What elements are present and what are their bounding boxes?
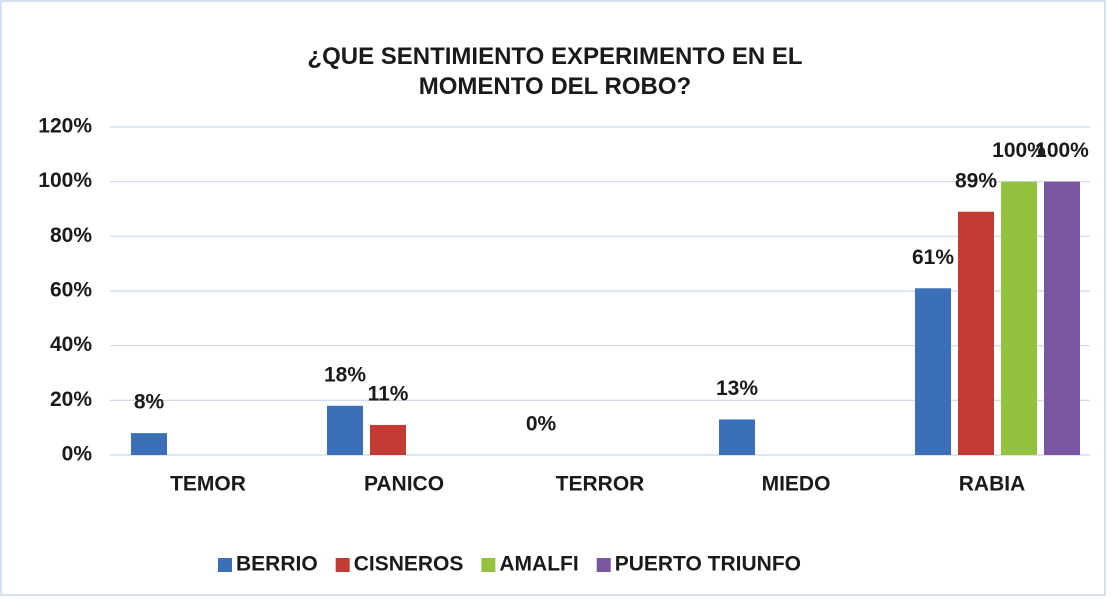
y-tick-label: 40% bbox=[50, 333, 92, 356]
x-tick-label: RABIA bbox=[959, 473, 1026, 496]
data-label: 8% bbox=[134, 391, 165, 414]
y-tick-label: 20% bbox=[50, 388, 92, 411]
bar bbox=[327, 405, 363, 455]
legend-swatch bbox=[335, 558, 350, 572]
data-label: 13% bbox=[716, 377, 758, 400]
legend-swatch bbox=[596, 558, 611, 572]
bar bbox=[719, 419, 755, 455]
legend-label: PUERTO TRIUNFO bbox=[615, 553, 801, 576]
legend-label: AMALFI bbox=[499, 553, 578, 576]
x-tick-label: TERROR bbox=[556, 473, 645, 496]
legend-label: CISNEROS bbox=[354, 553, 464, 576]
y-tick-label: 0% bbox=[62, 443, 93, 466]
x-tick-label: PANICO bbox=[364, 473, 444, 496]
legend-label: BERRIO bbox=[236, 553, 318, 576]
bar bbox=[958, 211, 994, 455]
legend-swatch bbox=[481, 558, 496, 572]
legend-swatch bbox=[218, 558, 232, 572]
bar bbox=[370, 424, 406, 455]
bar bbox=[1001, 181, 1037, 455]
chart-title: ¿QUE SENTIMIENTO EXPERIMENTO EN EL MOMEN… bbox=[307, 43, 803, 100]
data-label: 100% bbox=[992, 139, 1046, 162]
data-label: 0% bbox=[526, 413, 557, 436]
data-label: 100% bbox=[1035, 139, 1089, 162]
data-label: 18% bbox=[324, 363, 366, 386]
y-tick-label: 80% bbox=[50, 224, 92, 247]
data-label: 89% bbox=[955, 169, 997, 192]
bar bbox=[1044, 181, 1080, 455]
x-tick-label: TEMOR bbox=[170, 473, 246, 496]
bar bbox=[131, 433, 167, 455]
y-tick-label: 60% bbox=[50, 279, 92, 302]
y-tick-label: 100% bbox=[38, 169, 92, 192]
bar bbox=[915, 288, 951, 455]
data-label: 61% bbox=[912, 246, 954, 269]
y-tick-label: 120% bbox=[38, 115, 92, 138]
x-tick-label: MIEDO bbox=[762, 473, 831, 496]
data-label: 11% bbox=[368, 382, 409, 405]
